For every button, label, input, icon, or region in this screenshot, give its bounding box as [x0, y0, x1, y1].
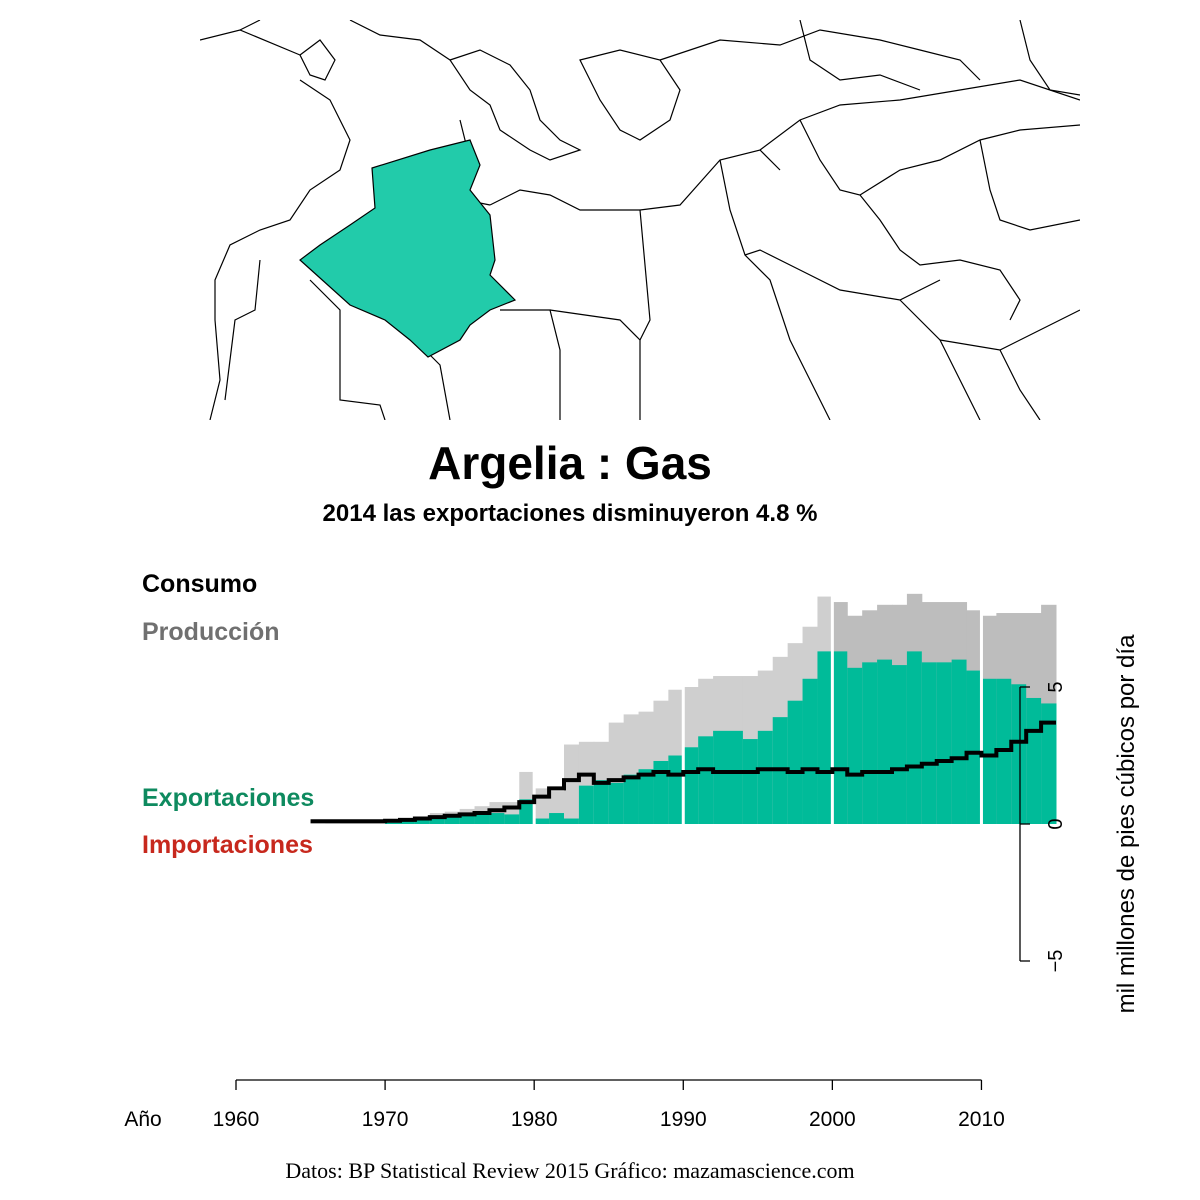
exportaciones-bar — [877, 659, 893, 824]
exportaciones-bar — [742, 739, 759, 824]
exportaciones-bar — [608, 782, 625, 824]
exportaciones-bar — [757, 730, 774, 824]
source-caption: Datos: BP Statistical Review 2015 Gráfic… — [285, 1158, 855, 1183]
legend-exportaciones: Exportaciones — [142, 784, 315, 812]
x-tick-label: 1980 — [511, 1108, 558, 1131]
exportaciones-bar — [459, 815, 476, 824]
exportaciones-bar — [400, 821, 416, 824]
exportaciones-bar — [564, 818, 580, 824]
exportaciones-bar — [653, 760, 669, 824]
exportaciones-bar — [638, 769, 654, 824]
produccion-bar — [355, 822, 371, 824]
exportaciones-bar — [444, 817, 461, 824]
exportaciones-bar — [623, 774, 640, 824]
exportaciones-bar — [847, 667, 863, 824]
exportaciones-bar — [549, 813, 565, 824]
x-tick-label: 2010 — [958, 1108, 1005, 1131]
x-tick-label: 2000 — [809, 1108, 856, 1131]
legend-produccion: Producción — [142, 618, 280, 646]
y-tick-label: 5 — [1045, 681, 1067, 692]
exportaciones-bar — [593, 780, 610, 824]
exportaciones-bar — [668, 755, 684, 824]
exportaciones-bar — [504, 814, 520, 824]
exportaciones-bar — [683, 747, 699, 824]
exportaciones-bar — [1011, 684, 1027, 824]
exportaciones-bar — [981, 678, 997, 824]
exportaciones-bar — [385, 822, 401, 824]
exportaciones-bar — [414, 819, 431, 824]
exportaciones-bar — [519, 799, 535, 824]
exportaciones-bar — [474, 814, 490, 824]
country-borders — [200, 20, 1080, 420]
exportaciones-bar — [534, 818, 550, 824]
chart-title: Argelia : Gas — [428, 437, 712, 489]
y-tick-label: −5 — [1045, 950, 1067, 973]
exportaciones-bar — [1026, 697, 1042, 824]
produccion-bar — [325, 823, 341, 824]
exportaciones-bar — [951, 659, 968, 824]
legend-importaciones: Importaciones — [142, 831, 313, 859]
exportaciones-bar — [429, 818, 446, 824]
exportaciones-bar — [906, 651, 923, 824]
produccion-bar — [340, 822, 356, 824]
y-tick-label: 0 — [1045, 818, 1067, 829]
x-tick-label: 1960 — [213, 1108, 260, 1131]
exportaciones-bar — [936, 662, 953, 824]
exportaciones-bar — [921, 662, 938, 824]
exportaciones-bar — [802, 678, 818, 824]
region-map — [200, 20, 1080, 420]
exportaciones-bar — [862, 662, 878, 824]
chart-subtitle: 2014 las exportaciones disminuyeron 4.8 … — [322, 500, 818, 527]
produccion-bar — [564, 744, 580, 824]
y-axis-label: mil millones de pies cúbicos por día — [1113, 634, 1140, 1013]
x-tick-label: 1970 — [362, 1108, 409, 1131]
exportaciones-bar — [966, 670, 982, 824]
x-tick-label: 1990 — [660, 1108, 707, 1131]
exportaciones-bar — [832, 651, 848, 824]
exportaciones-bar — [892, 665, 908, 824]
x-axis-label: Año — [124, 1108, 161, 1131]
exportaciones-bar — [578, 785, 595, 824]
exportaciones-bar — [787, 700, 804, 824]
exportaciones-bar — [713, 730, 729, 824]
exportaciones-bar — [817, 651, 833, 824]
exportaciones-bar — [489, 813, 505, 824]
exportaciones-bar — [728, 730, 744, 824]
consumo-line — [310, 720, 1056, 824]
legend-consumo: Consumo — [142, 570, 258, 598]
produccion-bar — [310, 823, 326, 824]
exportaciones-bar — [698, 736, 714, 824]
exportaciones-bar — [1041, 703, 1057, 824]
algeria-highlight — [299, 139, 517, 358]
